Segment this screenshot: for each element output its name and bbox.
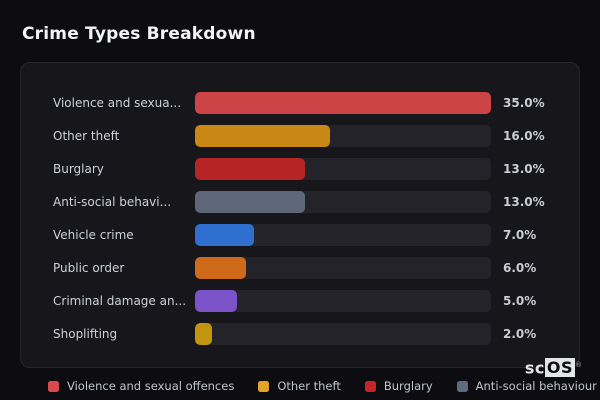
bar-label: Burglary	[53, 162, 104, 176]
bar-track	[195, 125, 491, 147]
bar-row: Vehicle crime 7.0%	[53, 224, 547, 246]
legend-label: Anti-social behaviour	[475, 379, 597, 393]
bar-label: Shoplifting	[53, 327, 118, 341]
bar-label: Anti-social behavi...	[53, 195, 172, 209]
bar-value: 35.0%	[503, 96, 545, 110]
bar-fill[interactable]	[195, 290, 238, 312]
bar-row: Burglary 13.0%	[53, 158, 547, 180]
legend-item[interactable]: Violence and sexual offences	[48, 379, 234, 393]
bar-value: 7.0%	[503, 228, 537, 242]
watermark-logo: sc OS ®	[524, 356, 582, 378]
bar-fill[interactable]	[195, 92, 491, 114]
bar-row: Other theft 16.0%	[53, 125, 547, 147]
legend-swatch-icon	[48, 380, 59, 392]
bar-value: 16.0%	[503, 129, 545, 143]
legend-label: Burglary	[383, 379, 433, 393]
bar-track	[195, 224, 491, 246]
legend-label: Other theft	[277, 379, 341, 393]
bar-value: 6.0%	[503, 261, 537, 275]
bar-fill[interactable]	[195, 323, 212, 345]
chart-legend: Violence and sexual offences Other theft…	[48, 379, 597, 393]
bar-label: Violence and sexua...	[53, 96, 182, 110]
legend-label: Violence and sexual offences	[67, 379, 235, 393]
bar-rows: Violence and sexua... 35.0% Other theft …	[53, 92, 547, 345]
bar-value: 2.0%	[503, 327, 537, 341]
bar-track	[195, 290, 491, 312]
bar-value: 13.0%	[503, 162, 545, 176]
bar-track	[195, 323, 491, 345]
legend-swatch-icon	[456, 380, 468, 392]
watermark-prefix: sc	[524, 358, 545, 378]
bar-row: Shoplifting 2.0%	[53, 323, 547, 345]
bar-label: Criminal damage an...	[53, 294, 187, 308]
bar-label: Vehicle crime	[53, 228, 134, 242]
legend-item[interactable]: Burglary	[364, 379, 433, 393]
legend-swatch-icon	[364, 380, 376, 392]
registered-mark-icon: ®	[575, 361, 582, 369]
legend-item[interactable]: Anti-social behaviour	[456, 379, 597, 393]
bar-track	[195, 92, 491, 114]
bar-track	[195, 257, 491, 279]
bar-row: Violence and sexua... 35.0%	[53, 92, 547, 114]
bar-track	[195, 191, 491, 213]
legend-swatch-icon	[258, 380, 270, 392]
bar-fill[interactable]	[195, 257, 246, 279]
bar-fill[interactable]	[195, 224, 255, 246]
page-title: Crime Types Breakdown	[22, 24, 256, 44]
bar-label: Public order	[53, 261, 125, 275]
bar-track	[195, 158, 491, 180]
legend-item[interactable]: Other theft	[258, 379, 341, 393]
bar-row: Anti-social behavi... 13.0%	[53, 191, 547, 213]
bar-value: 5.0%	[503, 294, 537, 308]
bar-value: 13.0%	[503, 195, 545, 209]
bar-label: Other theft	[53, 129, 120, 143]
bar-fill[interactable]	[195, 191, 305, 213]
chart-panel: Violence and sexua... 35.0% Other theft …	[20, 62, 580, 368]
bar-row: Criminal damage an... 5.0%	[53, 290, 547, 312]
bar-fill[interactable]	[195, 158, 305, 180]
bar-row: Public order 6.0%	[53, 257, 547, 279]
watermark-boxed: OS	[544, 358, 575, 378]
bar-fill[interactable]	[195, 125, 331, 147]
